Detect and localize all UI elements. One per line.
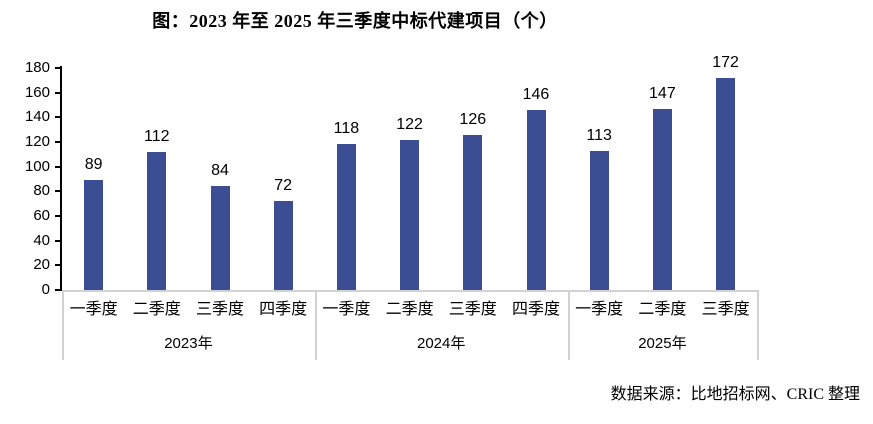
bar-value-label: 84 [211, 162, 229, 180]
category-axis-line [62, 290, 758, 292]
quarter-label: 二季度 [385, 301, 434, 318]
ytick-mark [55, 91, 62, 94]
bar-value-label: 126 [459, 110, 487, 128]
category-divider [757, 290, 760, 360]
quarter-label: 四季度 [259, 301, 308, 318]
bar [463, 134, 483, 290]
quarter-label: 一季度 [69, 301, 118, 318]
bar [147, 151, 167, 290]
bar [84, 180, 104, 290]
quarter-label: 一季度 [322, 301, 371, 318]
ytick-label: 160 [24, 83, 50, 101]
ytick-mark [55, 165, 62, 168]
quarter-label: 三季度 [195, 301, 244, 318]
bar-value-label: 89 [84, 156, 103, 174]
source-note: 数据来源：比地招标网、CRIC 整理 [610, 386, 860, 403]
ytick-label: 140 [24, 108, 50, 126]
ytick-label: 40 [33, 231, 50, 249]
bar-value-label: 112 [144, 127, 170, 145]
bar [652, 108, 672, 290]
category-divider [567, 290, 570, 360]
bar [716, 77, 736, 290]
bar-value-label: 146 [522, 85, 550, 103]
ytick-label: 180 [24, 59, 50, 76]
ytick-label: 20 [33, 256, 50, 274]
year-label: 2024年 [417, 335, 466, 352]
ytick-mark [55, 239, 62, 242]
quarter-label: 三季度 [448, 301, 497, 318]
quarter-label: 二季度 [132, 301, 181, 318]
bar-value-label: 122 [396, 115, 423, 133]
bar [589, 150, 609, 290]
y-axis-line [60, 66, 62, 291]
ytick-mark [55, 215, 62, 217]
bar [273, 201, 293, 290]
category-divider [62, 290, 64, 360]
bar [400, 139, 420, 290]
quarter-label: 三季度 [701, 301, 750, 318]
ytick-label: 120 [24, 133, 50, 150]
bar [526, 109, 546, 290]
ytick-mark [55, 190, 62, 193]
bar [336, 144, 356, 290]
quarter-label: 二季度 [638, 301, 687, 318]
ytick-label: 0 [41, 281, 50, 298]
quarter-label: 一季度 [575, 301, 624, 318]
bar-value-label: 113 [586, 126, 612, 144]
ytick-label: 60 [33, 207, 50, 224]
bar-value-label: 72 [274, 177, 293, 195]
ytick-mark [55, 264, 62, 267]
bar-value-label: 172 [712, 53, 739, 71]
chart-title: 图：2023 年至 2025 年三季度中标代建项目（个） [152, 11, 558, 31]
ytick-label: 100 [24, 157, 50, 175]
ytick-mark [55, 289, 62, 291]
category-divider [314, 290, 317, 360]
ytick-label: 80 [33, 182, 50, 200]
quarter-label: 四季度 [511, 301, 560, 318]
bar [210, 186, 230, 290]
ytick-mark [55, 67, 62, 69]
bar-value-label: 118 [333, 120, 360, 138]
ytick-mark [55, 116, 62, 119]
year-label: 2025年 [638, 335, 687, 352]
bar-value-label: 147 [649, 84, 676, 102]
ytick-mark [55, 141, 62, 143]
year-label: 2023年 [164, 335, 213, 352]
